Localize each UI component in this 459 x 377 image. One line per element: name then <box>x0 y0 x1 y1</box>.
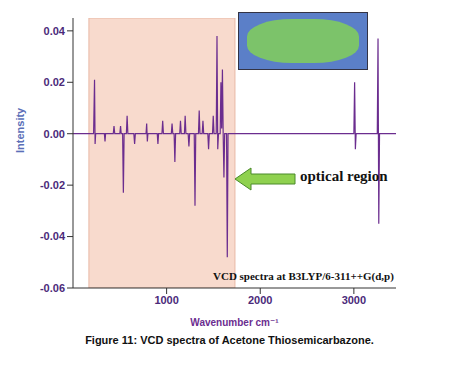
svg-text:0.00: 0.00 <box>44 128 65 140</box>
svg-text:2000: 2000 <box>248 294 272 306</box>
svg-text:1000: 1000 <box>154 294 178 306</box>
svg-text:Intensity: Intensity <box>14 107 26 153</box>
svg-text:-0.04: -0.04 <box>40 230 66 242</box>
html-text:Figure 11: VCD spectra of Acet: Figure 11: VCD spectra of Acetone Thiose… <box>85 334 374 346</box>
html-text:VCD spectra at B3LYP/6-311++G(: VCD spectra at B3LYP/6-311++G(d,p) <box>213 270 394 282</box>
svg-text:3000: 3000 <box>342 294 366 306</box>
svg-text:-0.06: -0.06 <box>40 282 65 294</box>
svg-text:-0.02: -0.02 <box>40 179 65 191</box>
svg-text:Wavenumber cm⁻¹: Wavenumber cm⁻¹ <box>190 317 279 328</box>
svg-text:0.04: 0.04 <box>44 25 66 37</box>
html-text:optical region: optical region <box>300 168 388 184</box>
svg-text:0.02: 0.02 <box>44 76 65 88</box>
